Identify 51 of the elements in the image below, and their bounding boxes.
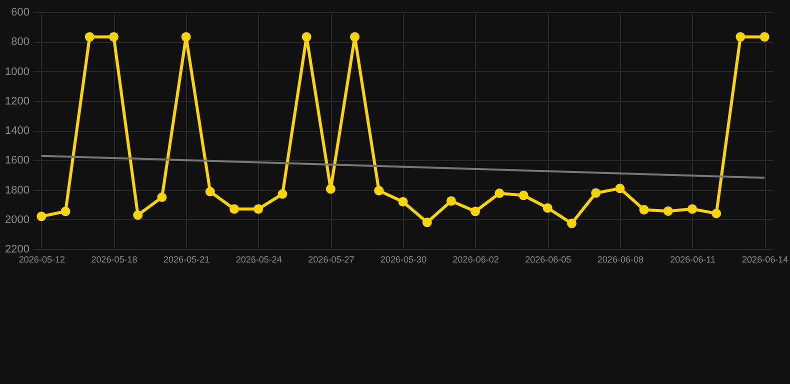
y-tick-label: 800: [11, 36, 30, 48]
point: [566, 218, 576, 228]
point: [712, 208, 722, 218]
y-tick-label: 1800: [5, 184, 30, 196]
point: [302, 32, 312, 42]
point: [542, 203, 552, 213]
point: [60, 206, 70, 216]
point: [109, 32, 118, 42]
y-tick-label: 1000: [5, 66, 30, 78]
x-tick-label: 2026-05-12: [18, 254, 65, 264]
y-tick-label: 2000: [5, 214, 30, 226]
x-tick-label: 2026-05-27: [308, 254, 354, 264]
point: [254, 204, 264, 214]
point: [591, 188, 601, 198]
point: [205, 186, 215, 196]
x-tick-label: 2026-05-18: [91, 254, 138, 264]
x-tick-label: 2026-06-02: [452, 254, 499, 264]
point: [350, 32, 360, 42]
point: [446, 196, 456, 206]
x-tick-label: 2026-05-21: [164, 254, 210, 264]
point: [278, 189, 288, 199]
x-tick-label: 2026-06-14: [742, 254, 788, 264]
point: [422, 218, 432, 228]
point: [181, 32, 191, 42]
point: [133, 210, 143, 220]
point: [688, 204, 697, 214]
x-tick-label: 2026-05-24: [236, 254, 282, 264]
x-tick-label: 2026-06-05: [525, 254, 572, 264]
point: [615, 184, 625, 194]
point: [36, 212, 46, 222]
y-tick-label: 1200: [5, 95, 30, 108]
point: [230, 204, 240, 214]
point: [157, 192, 167, 202]
y-tick-label: 2200: [5, 244, 30, 256]
point: [470, 206, 480, 216]
x-tick-label: 2026-05-30: [380, 254, 427, 264]
point: [736, 32, 746, 42]
x-tick-label: 2026-06-08: [597, 254, 644, 264]
point: [639, 205, 649, 214]
point: [398, 197, 408, 206]
y-tick-label: 1600: [5, 154, 30, 167]
x-tick-label: 2026-06-11: [670, 254, 716, 264]
point: [374, 186, 384, 196]
y-tick-label: 1400: [5, 125, 30, 137]
point: [84, 32, 94, 42]
point: [518, 190, 528, 200]
point: [663, 206, 673, 216]
point: [494, 188, 504, 198]
y-tick-label: 600: [11, 6, 30, 18]
point: [760, 32, 770, 42]
point: [326, 184, 336, 194]
